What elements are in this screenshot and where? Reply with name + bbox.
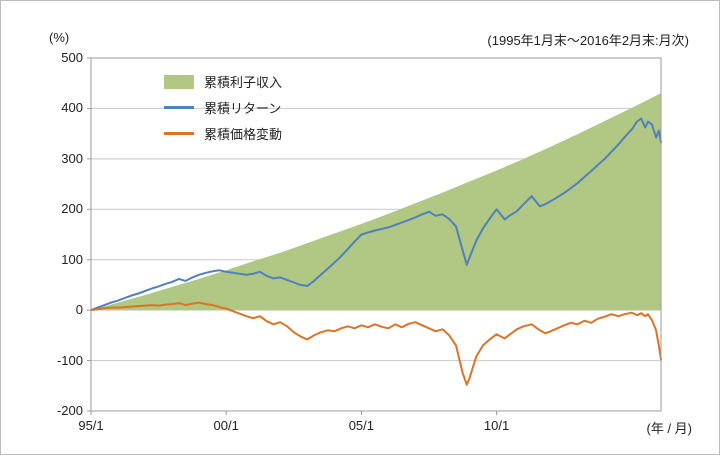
y-tick-label: 300 [61, 150, 83, 166]
legend: 累積利子収入 累積リターン 累積価格変動 [164, 73, 282, 142]
period-annotation: (1995年1月末～2016年2月末:月次) [487, 33, 689, 48]
legend-label-price-change: 累積価格変動 [204, 127, 283, 142]
y-tick-label: 0 [75, 302, 83, 318]
x-tick-label: 10/1 [483, 418, 510, 433]
legend-label-cumulative-return: 累積リターン [204, 101, 282, 116]
legend-area-swatch [164, 74, 194, 89]
y-tick-label: 500 [61, 50, 83, 65]
x-tick-label: 00/1 [213, 418, 239, 433]
x-tick-label: 95/1 [78, 418, 104, 433]
y-tick-label: 200 [61, 201, 83, 217]
x-axis-unit-label: (年 / 月) [646, 421, 693, 436]
legend-item-price-change: 累積価格変動 [164, 125, 282, 142]
legend-orange-line-swatch [164, 132, 194, 135]
y-tick-label: -100 [56, 352, 83, 368]
legend-item-cumulative-return: 累積リターン [164, 99, 282, 116]
legend-label-interest-income: 累積利子収入 [204, 75, 283, 90]
y-tick-label: 400 [61, 100, 83, 116]
legend-blue-line-swatch [164, 106, 194, 109]
legend-item-interest-income: 累積利子収入 [164, 73, 282, 90]
y-axis-unit-label: (%) [49, 30, 70, 45]
x-tick-label: 05/1 [348, 418, 375, 433]
y-tick-label: 100 [61, 251, 83, 267]
y-tick-label: -200 [56, 403, 83, 418]
